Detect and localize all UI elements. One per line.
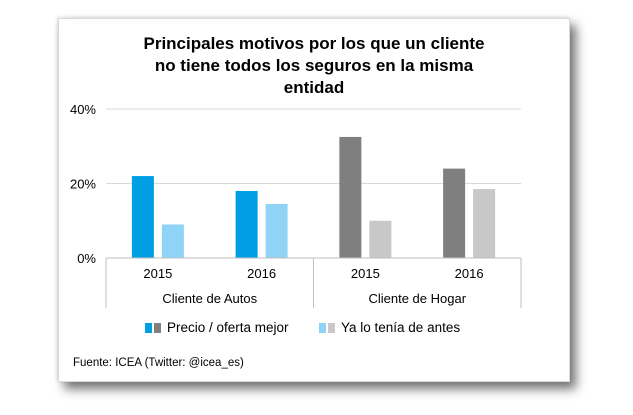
- bar-ya-lo-tenia-1: [265, 203, 288, 258]
- legend-label-precio: Precio / oferta mejor: [167, 320, 289, 335]
- legend-swatch-precio-hogar: [154, 322, 161, 333]
- y-tick-label: 0%: [77, 251, 96, 266]
- legend-swatch-ya-autos: [319, 322, 326, 333]
- source-note: Fuente: ICEA (Twitter: @icea_es): [73, 357, 244, 369]
- y-tick-label: 20%: [70, 177, 96, 192]
- y-tick-label: 40%: [70, 102, 96, 117]
- legend-label-ya-lo-tenia: Ya lo tenía de antes: [341, 320, 461, 335]
- bar-precio-2: [339, 136, 362, 258]
- x-group-label: Cliente de Hogar: [368, 291, 466, 306]
- legend-entry-precio: Precio / oferta mejor: [145, 320, 289, 335]
- bar-ya-lo-tenia-0: [161, 224, 184, 258]
- chart-title-line-1: Principales motivos por los que un clien…: [143, 34, 485, 53]
- chart-title-line-3: entidad: [283, 78, 345, 97]
- x-tick-label: 2015: [143, 266, 172, 281]
- legend-entry-ya-lo-tenia: Ya lo tenía de antes: [319, 320, 460, 335]
- x-tick-label: 2016: [455, 266, 484, 281]
- bar-precio-0: [131, 176, 154, 258]
- chart-title-line-2: no tiene todos los seguros en la misma: [154, 56, 474, 75]
- chart-title: Principales motivos por los que un clien…: [59, 33, 569, 99]
- bar-precio-3: [443, 168, 466, 258]
- legend-swatch-ya-hogar: [328, 322, 335, 333]
- x-group-label: Cliente de Autos: [162, 291, 257, 306]
- legend-swatch-precio-autos: [145, 322, 152, 333]
- x-tick-label: 2015: [351, 266, 380, 281]
- chart-plot: 0% 20% 40% 2015 2016 2015 2016 Cliente de Autos…: [70, 102, 522, 308]
- x-tick-label: 2016: [247, 266, 276, 281]
- chart-card: Principales motivos por los que un clien…: [58, 18, 570, 382]
- bar-ya-lo-tenia-3: [473, 189, 496, 258]
- bar-precio-1: [235, 190, 258, 258]
- bar-ya-lo-tenia-2: [369, 220, 392, 258]
